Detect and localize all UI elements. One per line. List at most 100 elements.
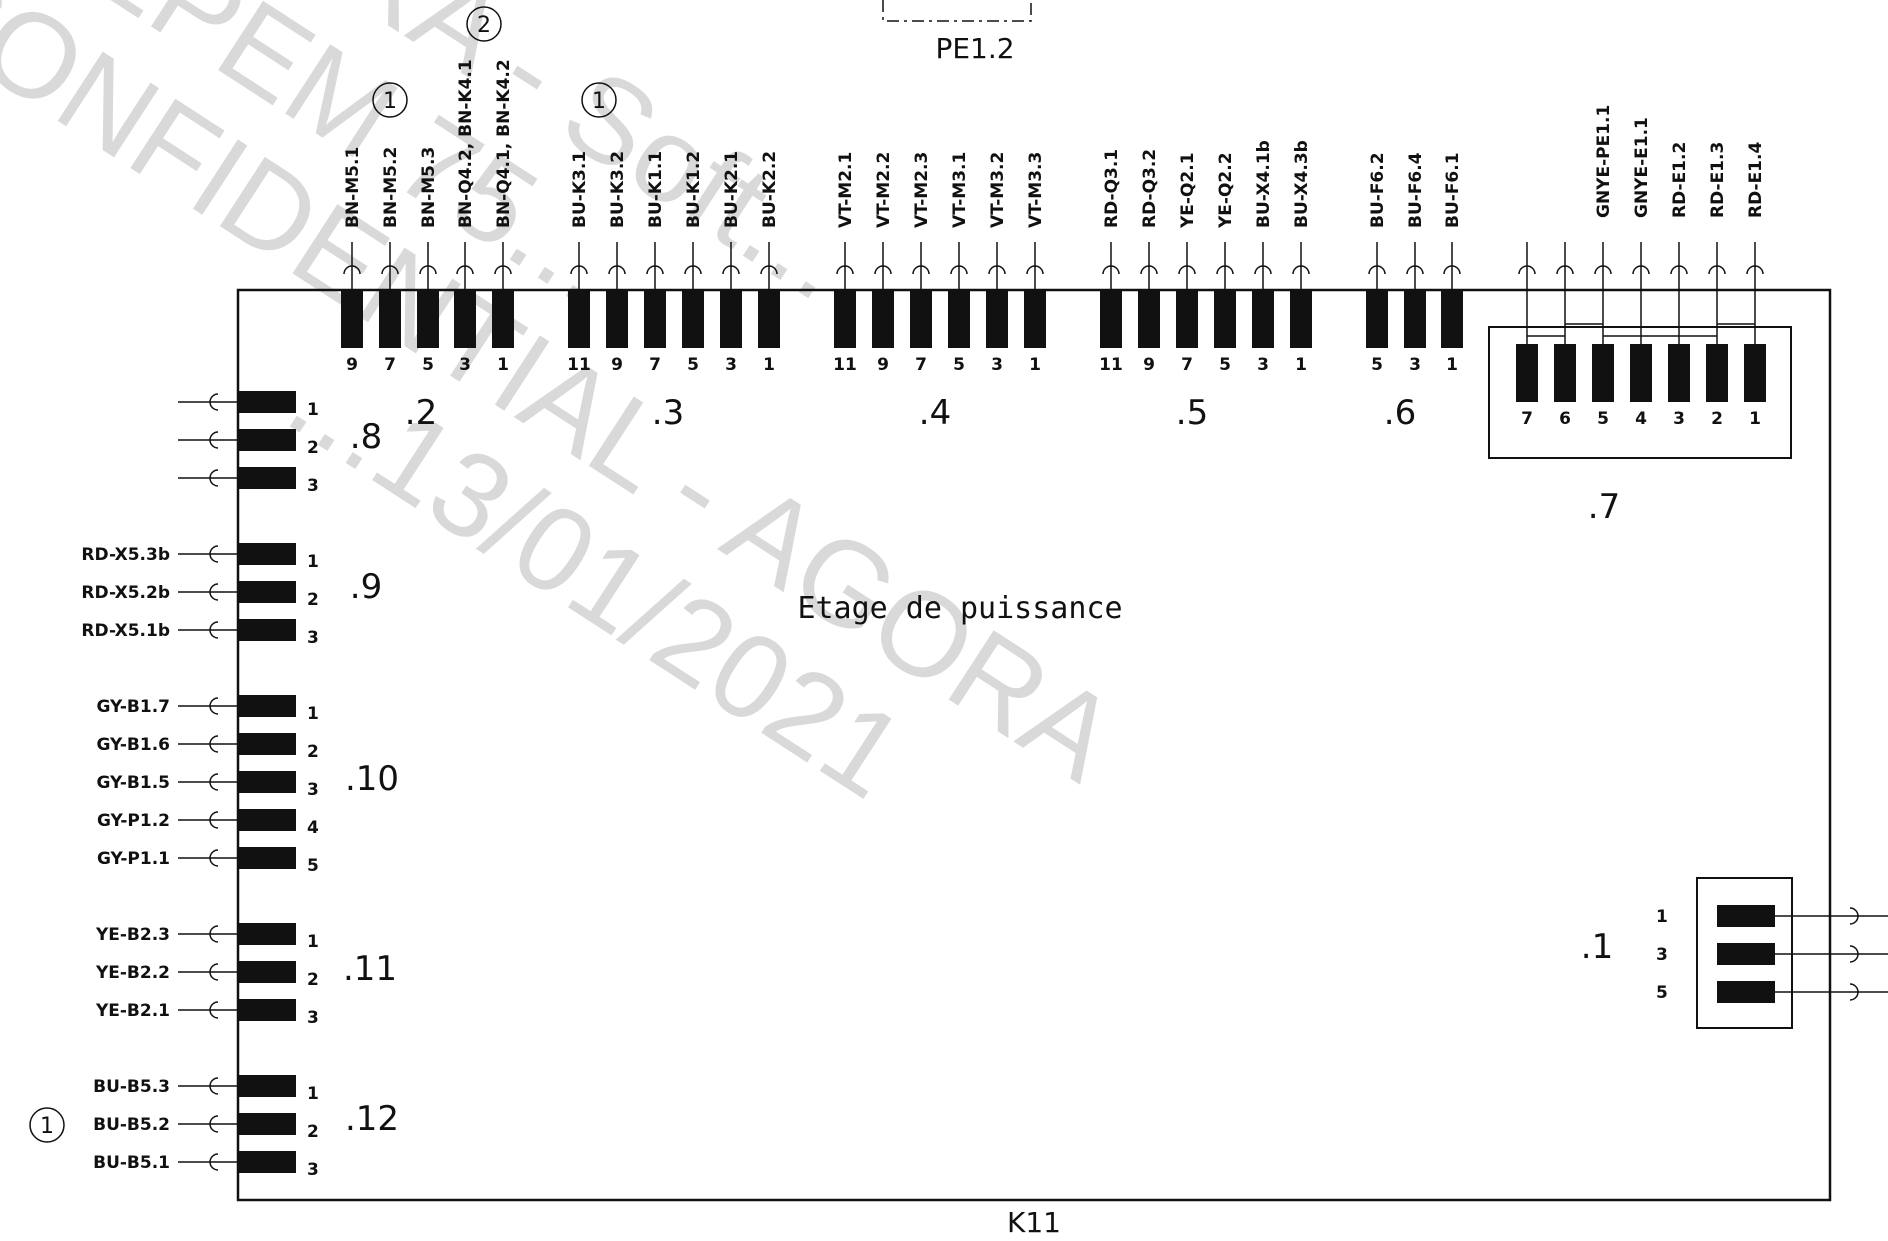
revision-badge-circle: [372, 82, 408, 118]
wire-label: VT-M3.3: [1026, 152, 1046, 228]
pin-socket-arc: [209, 1115, 219, 1133]
pin-block: [1441, 290, 1463, 348]
pin-number: 3: [1409, 355, 1421, 375]
pin-block: [1252, 290, 1274, 348]
pin-block: [238, 581, 296, 603]
pin-number: 1: [307, 1084, 319, 1104]
connector-5-label: .5: [1176, 393, 1208, 433]
pin-number: 1: [1446, 355, 1458, 375]
revision-badge-text: 2: [477, 13, 491, 38]
pin-number: 11: [833, 355, 857, 375]
pin-socket-arc: [1632, 265, 1650, 275]
pin-number: 3: [307, 780, 319, 800]
pin-socket-arc: [209, 393, 219, 411]
pin-block: [644, 290, 666, 348]
pin-socket-arc: [209, 583, 219, 601]
pin-block: [1592, 344, 1614, 402]
pin-number: 5: [687, 355, 699, 375]
revision-badge-text: 1: [383, 89, 397, 114]
wire-label: BN-Q4.1, BN-K4.2: [494, 59, 514, 228]
pin-number: 3: [307, 1008, 319, 1028]
pin-socket-arc: [209, 697, 219, 715]
pin-number: 3: [725, 355, 737, 375]
wire-label: YE-B2.2: [95, 963, 170, 983]
pin-socket-arc: [209, 925, 219, 943]
component-title: Etage de puissance: [797, 591, 1122, 626]
pin-number: 5: [1597, 409, 1609, 429]
wire-label: VT-M2.2: [874, 152, 894, 228]
pin-number: 3: [991, 355, 1003, 375]
pin-socket-arc: [722, 265, 740, 275]
pin-block: [238, 619, 296, 641]
pin-socket-arc: [494, 265, 512, 275]
wire-label: VT-M2.1: [836, 152, 856, 228]
pin-number: 1: [1749, 409, 1761, 429]
pin-block: [1516, 344, 1538, 402]
wire-label: GNYE-PE1.1: [1594, 105, 1614, 218]
pin-number: 1: [497, 355, 509, 375]
wire-label: BU-F6.4: [1406, 152, 1426, 228]
wire-label: GY-P1.2: [97, 811, 170, 831]
pin-number: 2: [307, 590, 319, 610]
pin-block: [238, 733, 296, 755]
connector-7-label: .7: [1588, 487, 1620, 527]
pin-socket-arc: [874, 265, 892, 275]
revision-badge-circle: [581, 82, 617, 118]
connector-2-label: .2: [405, 393, 437, 433]
pin-socket-arc: [456, 265, 474, 275]
wire-label: YE-B2.1: [95, 1001, 170, 1021]
revision-badge-text: 1: [592, 89, 606, 114]
pin-socket-arc: [343, 265, 361, 275]
pin-number: 2: [307, 1122, 319, 1142]
wire-label: YE-B2.3: [95, 925, 170, 945]
pin-socket-arc: [1140, 265, 1158, 275]
pin-socket-arc: [209, 735, 219, 753]
pin-block: [1100, 290, 1122, 348]
wire-label: RD-E1.2: [1670, 142, 1690, 218]
pin-socket-arc: [570, 265, 588, 275]
wire-label: BU-B5.3: [93, 1077, 170, 1097]
wire-label: BU-K1.1: [646, 151, 666, 228]
pin-block: [1024, 290, 1046, 348]
connector-6-label: .6: [1384, 393, 1416, 433]
pin-socket-arc: [1102, 265, 1120, 275]
pin-socket-arc: [1026, 265, 1044, 275]
pin-number: 2: [307, 742, 319, 762]
connector-1-label: .1: [1581, 927, 1613, 967]
pin-block: [238, 771, 296, 793]
pin-block: [1717, 943, 1775, 965]
pin-socket-arc: [950, 265, 968, 275]
wire-label: BU-K2.2: [760, 151, 780, 228]
connector-1-enclosure: [1696, 877, 1793, 1029]
pin-socket-arc: [209, 773, 219, 791]
connector-pins-layer: 9 BN-M5.1 7 BN-M5.2 5 BN-M5.3 3 BN-Q4.2, BN-K4.…: [81, 59, 1888, 1180]
connector-3-label: .3: [652, 393, 684, 433]
pin-block: [1366, 290, 1388, 348]
wire-label: VT-M3.1: [950, 152, 970, 228]
pin-number: 3: [307, 1160, 319, 1180]
pin-socket-arc: [1254, 265, 1272, 275]
pin-number: 7: [649, 355, 661, 375]
pin-block: [948, 290, 970, 348]
pin-number: 6: [1559, 409, 1571, 429]
pin-number: 7: [384, 355, 396, 375]
pin-block: [1176, 290, 1198, 348]
watermark: AGORA - Soft... DEPEM 75... CONFIDENTIAL…: [0, 0, 1139, 824]
pin-block: [238, 847, 296, 869]
pin-block: [1630, 344, 1652, 402]
pin-number: 7: [1521, 409, 1533, 429]
pin-block: [1668, 344, 1690, 402]
wire-label: BU-K3.1: [570, 151, 590, 228]
wire-label: RD-Q3.1: [1102, 149, 1122, 228]
pin-socket-arc: [1849, 907, 1859, 925]
wire-label: YE-Q2.1: [1178, 152, 1198, 229]
pin-block: [910, 290, 932, 348]
wire-label: BN-M5.2: [381, 147, 401, 228]
pin-number: 3: [307, 628, 319, 648]
pin-block: [758, 290, 780, 348]
wire-label: VT-M2.3: [912, 152, 932, 228]
pe-connector-label: PE1.2: [935, 32, 1014, 65]
pin-block: [1138, 290, 1160, 348]
pin-number: 1: [763, 355, 775, 375]
pin-block: [238, 467, 296, 489]
